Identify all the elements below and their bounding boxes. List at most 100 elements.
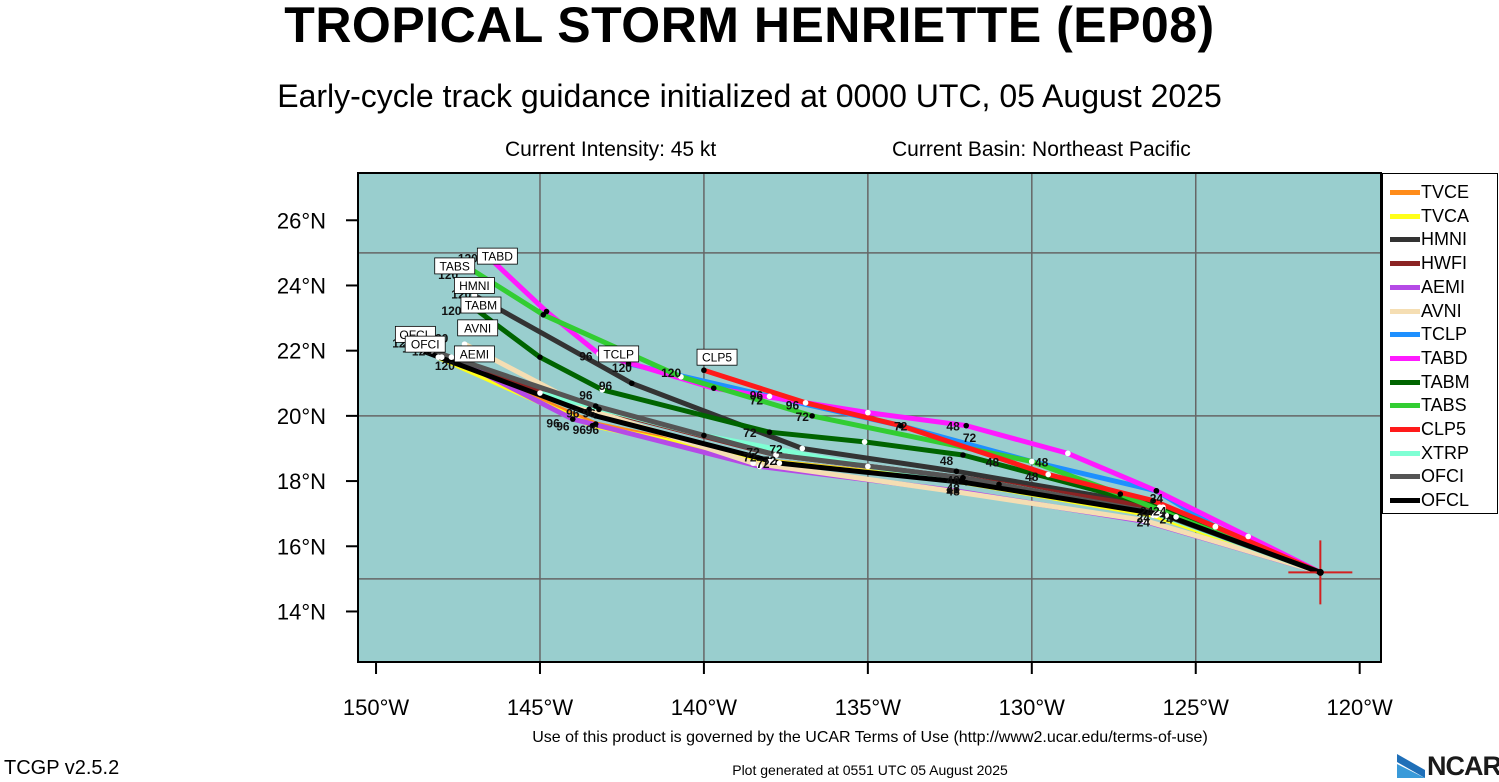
- forecast-hour-label: 48: [940, 454, 954, 468]
- legend-swatch: [1390, 498, 1420, 504]
- track-point: [678, 373, 684, 380]
- track-id-box: [476, 247, 518, 265]
- map-frame: [357, 172, 1382, 663]
- forecast-hour-label: 96: [786, 398, 800, 412]
- forecast-hour-label: 72: [743, 451, 757, 465]
- track-point: [996, 481, 1002, 488]
- current-intensity: Current Intensity: 45 kt: [505, 138, 717, 161]
- forecast-hour-label: 96: [579, 349, 593, 363]
- track-point: [628, 380, 635, 387]
- track-point: [963, 479, 970, 486]
- track-id-box: [598, 345, 640, 363]
- forecast-hour-label: 48: [946, 420, 960, 434]
- ncar-logo-text: NCAR: [1427, 751, 1499, 781]
- lon-tick-label: 135°W: [835, 695, 902, 720]
- legend-label: TABS: [1421, 395, 1467, 416]
- forecast-hour-label: 48: [986, 455, 1000, 469]
- forecast-hour-label: 24: [1150, 491, 1164, 505]
- lon-tick-label: 120°W: [1327, 695, 1394, 720]
- track-id-label: TABS: [439, 259, 469, 273]
- track-point: [960, 475, 966, 481]
- track-point: [897, 422, 904, 429]
- forecast-hour-label: 72: [894, 420, 908, 434]
- forecast-hour-label: 48: [946, 473, 960, 487]
- track-point: [537, 354, 543, 360]
- track-point: [773, 452, 779, 458]
- track-point: [756, 463, 763, 470]
- track-point: [1065, 450, 1071, 457]
- track-id-box: [457, 319, 499, 337]
- track-id-box: [453, 345, 495, 363]
- forecast-hour-label: 72: [750, 393, 764, 407]
- legend-label: OFCI: [1421, 466, 1464, 487]
- track-point: [865, 463, 871, 470]
- track-id-label: TABD: [482, 250, 513, 264]
- forecast-hour-label: 120: [612, 361, 632, 375]
- forecast-hour-label: 96: [599, 379, 613, 393]
- track-id-label: TABM: [465, 299, 497, 313]
- lon-tick-label: 125°W: [1163, 695, 1230, 720]
- legend-swatch: [1390, 213, 1420, 219]
- forecast-hour-label: 96: [546, 416, 560, 430]
- legend-label: OFCL: [1421, 490, 1470, 511]
- track-point: [569, 416, 576, 422]
- track-id-label: AEMI: [460, 347, 489, 361]
- lat-tick-label: 26°N: [277, 208, 326, 233]
- legend-item-tvce: TVCE: [1383, 181, 1497, 205]
- legend-item-tclp: TCLP: [1383, 323, 1497, 347]
- legend-item-tabm: TABM: [1383, 371, 1497, 395]
- legend-label: TABM: [1421, 371, 1470, 392]
- forecast-hour-label: 48: [1035, 455, 1049, 469]
- forecast-hour-label: 96: [573, 423, 587, 437]
- track-point: [537, 390, 543, 396]
- track-point: [1117, 491, 1124, 497]
- forecast-hour-label: 120: [435, 359, 455, 373]
- legend-swatch: [1390, 308, 1420, 314]
- legend-swatch: [1390, 284, 1420, 290]
- track-point: [953, 488, 960, 494]
- legend-item-hwfi: HWFI: [1383, 252, 1497, 276]
- track-point: [1212, 523, 1219, 530]
- storm-position: [1288, 540, 1353, 605]
- track-point: [766, 393, 773, 400]
- legend-swatch: [1390, 474, 1420, 480]
- track-id-box: [460, 296, 502, 314]
- lon-tick-label: 130°W: [999, 695, 1066, 720]
- track-point: [809, 413, 815, 419]
- track-point: [1153, 488, 1160, 494]
- forecast-hour-label: 96: [566, 407, 580, 421]
- legend-label: TVCA: [1421, 205, 1470, 226]
- forecast-hour-label: 48: [1025, 470, 1039, 484]
- model-legend: TVCE TVCA HMNI HWFI AEMI AVNI TCLP TABD TABM TABS…: [1382, 173, 1498, 514]
- ncar-logo: NCAR: [1395, 750, 1499, 781]
- legend-swatch: [1390, 332, 1420, 338]
- legend-swatch: [1390, 261, 1420, 267]
- page-title: TROPICAL STORM HENRIETTE (EP08): [284, 0, 1215, 53]
- track-point: [540, 312, 547, 318]
- page-subtitle: Early-cycle track guidance initialized a…: [277, 78, 1222, 114]
- lat-tick-label: 24°N: [277, 273, 326, 298]
- legend-swatch: [1390, 379, 1420, 385]
- track-point: [701, 367, 707, 374]
- legend-swatch: [1390, 450, 1420, 456]
- track-point: [750, 460, 756, 466]
- legend-label: TCLP: [1421, 324, 1468, 345]
- forecast-hour-label: 120: [441, 304, 461, 318]
- ncar-logo-icon: [1397, 754, 1425, 778]
- track-point: [710, 385, 717, 391]
- lat-tick-label: 20°N: [277, 404, 326, 429]
- track-id-label: TCLP: [603, 347, 634, 361]
- legend-label: AEMI: [1421, 276, 1466, 297]
- legend-swatch: [1390, 427, 1420, 432]
- track-point: [448, 354, 455, 360]
- track-point: [1140, 517, 1147, 523]
- track-id-label: HMNI: [459, 279, 490, 293]
- forecast-hour-label: 48: [946, 481, 960, 495]
- track-point: [861, 439, 868, 445]
- track-point: [599, 386, 606, 393]
- track-point: [953, 478, 960, 484]
- track-point: [766, 429, 773, 435]
- track-point: [1245, 533, 1252, 540]
- map-axes: 150°W 145°W 140°W 135°W 130°W 125°W 120°W 14°N 1…: [277, 208, 1393, 720]
